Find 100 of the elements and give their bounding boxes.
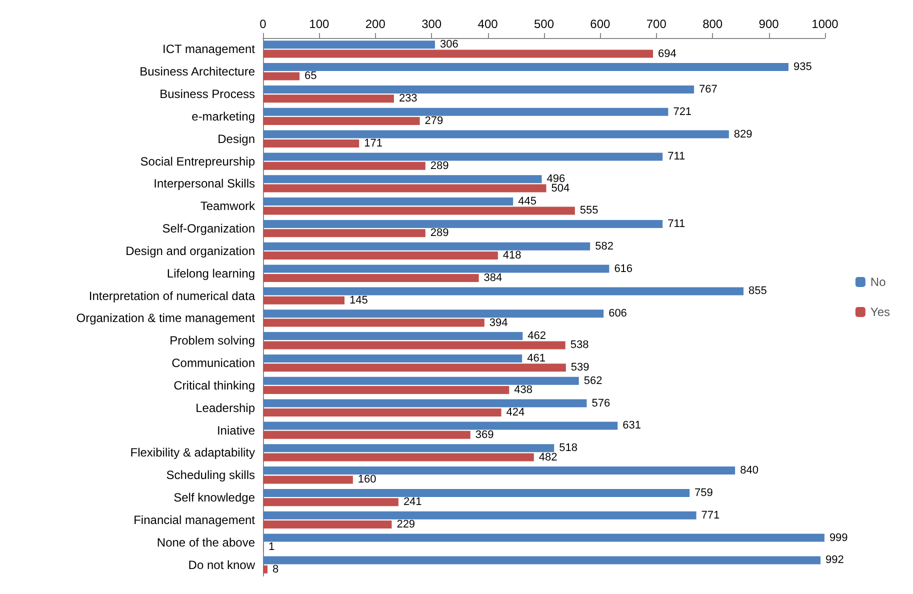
data-label: 999: [829, 532, 848, 544]
bar: [263, 94, 394, 103]
y-tick-label: Iniative: [216, 423, 256, 438]
bar: [263, 354, 522, 362]
data-label: 306: [440, 38, 458, 51]
bar: [263, 264, 610, 273]
y-tick-label: Interpretation of numerical data: [88, 288, 256, 303]
bar: [263, 40, 435, 49]
bar: [263, 162, 426, 170]
y-tick-label: Problem solving: [170, 334, 255, 348]
bar: [263, 252, 498, 260]
bar: [263, 229, 426, 238]
y-tick-label: Flexibility & adaptability: [130, 446, 255, 460]
bar: [263, 85, 694, 94]
data-label: 65: [304, 70, 317, 82]
x-tick-label: 900: [758, 17, 780, 31]
data-label: 438: [514, 384, 533, 396]
data-label: 721: [673, 106, 692, 118]
bar: [263, 498, 398, 506]
data-label: 935: [793, 61, 812, 74]
data-label: 1: [268, 540, 275, 553]
y-tick-label: ICT management: [162, 42, 256, 56]
bar: [263, 534, 824, 542]
data-label: 855: [748, 285, 767, 298]
bar: [263, 220, 663, 228]
data-label: 229: [396, 518, 416, 531]
y-tick-label: Do not know: [188, 558, 256, 572]
y-tick-label: Business Architecture: [140, 64, 256, 79]
y-tick-label: Organization & time management: [76, 311, 256, 326]
data-label: 384: [484, 272, 502, 284]
data-label: 160: [358, 474, 376, 486]
data-label: 711: [668, 218, 686, 230]
y-tick-label: Critical thinking: [174, 378, 255, 392]
data-label: 462: [528, 330, 546, 342]
x-tick-label: 200: [365, 17, 386, 31]
x-tick-label: 800: [702, 17, 723, 31]
data-label: 289: [430, 227, 449, 240]
bar: [263, 386, 510, 394]
bar: [263, 108, 668, 116]
data-label: 8: [272, 563, 279, 576]
y-tick-label: Leadership: [196, 400, 256, 415]
data-label: 538: [570, 339, 589, 352]
data-label: 582: [595, 240, 614, 252]
legend-label: No: [870, 275, 886, 289]
data-label: 518: [559, 442, 578, 454]
data-label: 279: [424, 115, 444, 128]
data-label: 461: [527, 352, 546, 364]
bar: [263, 399, 587, 408]
bar: [263, 175, 542, 184]
bar: [263, 63, 788, 72]
data-label: 562: [584, 374, 602, 387]
y-tick-label: Self-Organization: [162, 222, 255, 236]
bar: [263, 296, 344, 304]
data-label: 767: [699, 83, 718, 96]
y-tick-label: Social Entrepreurship: [140, 154, 256, 168]
bar: [263, 511, 696, 520]
data-label: 616: [614, 262, 633, 275]
data-label: 840: [740, 464, 758, 477]
bar: [263, 72, 300, 80]
data-label: 539: [570, 362, 590, 374]
bar: [263, 117, 420, 126]
bar: [263, 50, 654, 58]
data-label: 829: [734, 128, 752, 140]
y-tick-label: Financial management: [134, 512, 256, 527]
data-label: 555: [580, 204, 598, 217]
bar: [263, 139, 360, 148]
bar: [263, 408, 502, 416]
x-tick-label: 400: [478, 17, 498, 31]
data-label: 631: [622, 420, 641, 432]
data-label: 424: [506, 406, 525, 418]
data-label: 171: [364, 137, 382, 150]
bar: [263, 152, 663, 161]
bar: [263, 488, 690, 497]
bar: [263, 466, 736, 475]
bar: [263, 556, 821, 564]
data-label: 418: [502, 250, 522, 262]
data-label: 241: [403, 496, 422, 508]
y-tick-label: None of the above: [156, 535, 256, 550]
x-tick-label: 0: [260, 17, 267, 31]
data-label: 606: [608, 308, 627, 320]
bar: [263, 318, 484, 327]
data-label: 694: [658, 48, 676, 60]
bar: [263, 242, 590, 250]
y-tick-label: Communication: [172, 356, 255, 370]
data-label: 759: [694, 486, 713, 499]
bar: [263, 341, 566, 350]
bar: [263, 565, 268, 574]
bar: [263, 430, 470, 439]
y-tick-label: e-marketing: [192, 109, 255, 124]
data-label: 145: [349, 294, 368, 306]
data-label: 576: [592, 397, 610, 410]
data-label: 369: [475, 428, 494, 441]
bar: [263, 422, 618, 430]
y-tick-label: Design: [218, 132, 255, 146]
bar: [263, 520, 392, 529]
x-tick-label: 600: [590, 17, 611, 31]
data-label: 504: [551, 182, 570, 194]
x-tick-label: 300: [422, 17, 442, 31]
bar: [263, 332, 523, 340]
bar: [263, 310, 604, 318]
